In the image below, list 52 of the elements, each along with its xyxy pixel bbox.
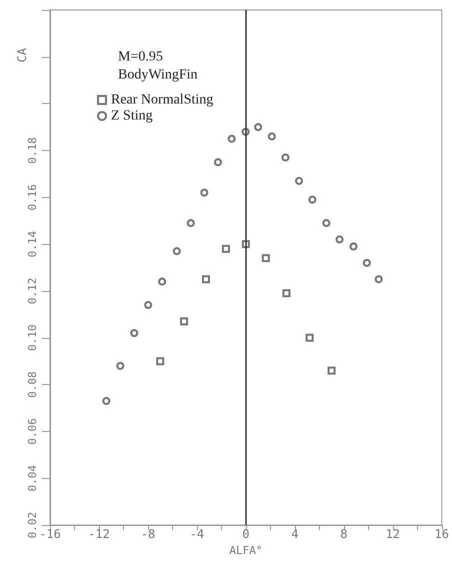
point (254, 123, 262, 132)
point (308, 196, 316, 204)
point (116, 362, 124, 370)
legend-label: Rear NormalSting (111, 92, 214, 108)
x-tick-label: 16 (434, 527, 449, 542)
point (306, 334, 314, 342)
point (158, 278, 166, 286)
point (102, 397, 110, 406)
point (322, 219, 330, 228)
point (180, 317, 188, 326)
y-tick-label: 0.10 (26, 324, 39, 352)
annotation: M=0.95 (118, 50, 163, 64)
y-tick-label: 0.12 (26, 278, 39, 304)
point (228, 134, 236, 143)
point (295, 176, 304, 185)
y-axis-title: CA (15, 47, 29, 62)
x-axis-title: ALFA° (229, 544, 262, 557)
annotation: BodyWingFin (118, 68, 198, 82)
y-tick-label: 0.06 (26, 418, 39, 445)
point (214, 158, 222, 166)
point (144, 301, 152, 310)
x-tick-label: -12 (88, 527, 110, 542)
y-tick-label: 0.04 (26, 464, 39, 492)
x-tick-label: 12 (386, 527, 400, 542)
point (282, 289, 290, 298)
point (222, 244, 230, 253)
point (172, 247, 181, 256)
point (374, 275, 383, 284)
point (200, 188, 208, 197)
y-tick-label: 0.02 (26, 512, 39, 538)
legend-label: Z Sting (111, 108, 153, 124)
y-tick-label: 0.14 (26, 230, 39, 258)
y-tick-label: 0.18 (26, 137, 39, 164)
x-tick-label: 4 (291, 527, 298, 542)
point (130, 329, 138, 338)
point (281, 154, 290, 162)
point (328, 366, 336, 375)
point (362, 258, 371, 267)
y-tick-label: 0.08 (26, 371, 39, 398)
point (156, 357, 164, 366)
x-tick-label: 0 (242, 527, 250, 542)
point (262, 254, 270, 262)
point (186, 219, 195, 228)
x-tick-label: -8 (140, 527, 156, 542)
point (336, 235, 344, 244)
y-tick-label: 0.16 (26, 184, 39, 211)
point (268, 132, 276, 140)
x-tick-label: 8 (340, 527, 348, 542)
x-tick-label: -4 (190, 527, 204, 542)
x-tick-label: -16 (39, 527, 61, 542)
point (350, 242, 358, 250)
point (202, 275, 210, 284)
